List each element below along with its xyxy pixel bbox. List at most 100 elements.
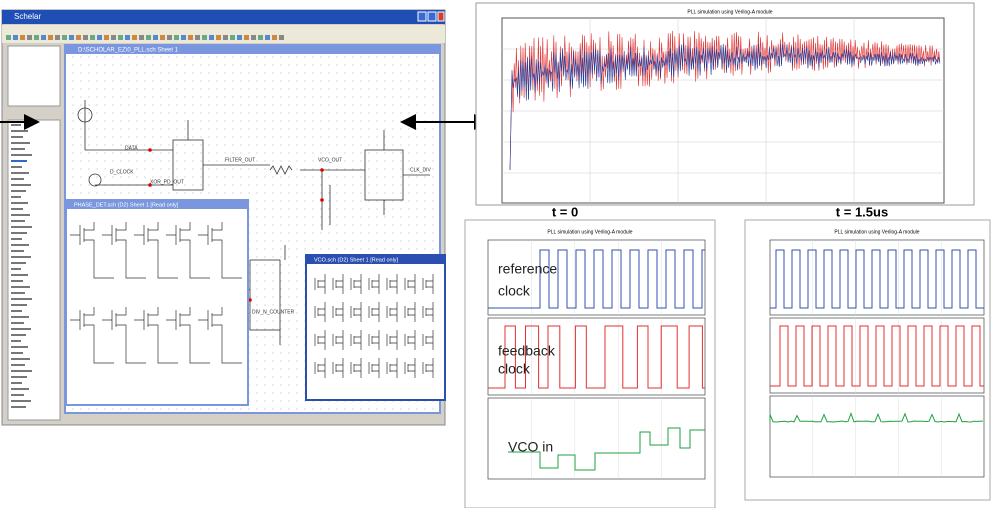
- list-row: [11, 280, 23, 282]
- transistor: [134, 222, 159, 248]
- snapshot-heading: t = 0: [552, 204, 578, 219]
- app-title: Schelar: [14, 12, 41, 21]
- transistor: [166, 307, 191, 333]
- trace-label: VCO in: [508, 439, 553, 455]
- toolbar-button[interactable]: [13, 35, 18, 40]
- trace-label: feedback: [498, 343, 556, 359]
- transistor: [386, 274, 398, 294]
- transistor: [314, 274, 326, 294]
- trace-label: clock: [498, 283, 531, 299]
- toolbar-button[interactable]: [76, 35, 81, 40]
- transistor: [314, 358, 326, 378]
- schematic-title: D:\SCHOLAR_EZ\0_PLL.sch Sheet 1: [78, 48, 179, 54]
- toolbar-button[interactable]: [188, 35, 193, 40]
- toolbar-button[interactable]: [62, 35, 67, 40]
- top-plot: PLL simulation using Verilog-A module: [475, 2, 975, 206]
- toolbar-button[interactable]: [111, 35, 116, 40]
- snapshot-heading: t = 1.5us: [836, 204, 888, 219]
- net-label: D_CLOCK: [110, 169, 134, 175]
- toolbar-button[interactable]: [48, 35, 53, 40]
- toolbar-button[interactable]: [6, 35, 11, 40]
- toolbar-button[interactable]: [195, 35, 200, 40]
- toolbar-button[interactable]: [174, 35, 179, 40]
- list-row: [11, 190, 26, 192]
- snapshot-plot: PLL simulation using Verilog-A module: [744, 219, 991, 501]
- maximize-button[interactable]: [427, 11, 437, 22]
- transistor: [350, 302, 362, 322]
- list-row: [11, 124, 21, 126]
- toolbar-button[interactable]: [83, 35, 88, 40]
- toolbar-button[interactable]: [41, 35, 46, 40]
- toolbar-button[interactable]: [20, 35, 25, 40]
- transistor: [350, 274, 362, 294]
- toolbar-button[interactable]: [160, 35, 165, 40]
- subplot: [487, 239, 706, 316]
- list-row: [11, 262, 26, 264]
- list-row: [11, 232, 27, 234]
- net-label: DATA: [125, 145, 138, 151]
- plot-title: PLL simulation using Verilog-A module: [547, 229, 632, 235]
- toolbar-button[interactable]: [153, 35, 158, 40]
- toolbar-button[interactable]: [244, 35, 249, 40]
- list-row: [11, 250, 24, 252]
- toolbar-button[interactable]: [104, 35, 109, 40]
- toolbar-button[interactable]: [216, 35, 221, 40]
- list-row: [11, 238, 22, 240]
- toolbar-button[interactable]: [97, 35, 102, 40]
- transistor: [368, 330, 380, 350]
- list-row: [11, 400, 31, 402]
- wire: [157, 333, 178, 364]
- transistor: [404, 330, 416, 350]
- toolbar-button[interactable]: [125, 35, 130, 40]
- toolbar-button[interactable]: [132, 35, 137, 40]
- wire: [125, 248, 146, 279]
- close-button[interactable]: [437, 11, 445, 22]
- transistor: [368, 302, 380, 322]
- transistor: [332, 274, 344, 294]
- list-row: [11, 220, 25, 222]
- toolbar-button[interactable]: [34, 35, 39, 40]
- source: [77, 107, 93, 123]
- list-row: [11, 184, 31, 186]
- toolbar-button[interactable]: [181, 35, 186, 40]
- toolbar-button[interactable]: [146, 35, 151, 40]
- toolbar-button[interactable]: [209, 35, 214, 40]
- subwindow-title: VCO.sch (D2) Sheet 1 [Read only]: [314, 257, 399, 263]
- waveform: [770, 325, 984, 387]
- wire: [157, 248, 178, 279]
- transistor: [332, 302, 344, 322]
- toolbar-button[interactable]: [139, 35, 144, 40]
- toolbar-button[interactable]: [55, 35, 60, 40]
- toolbar-button[interactable]: [272, 35, 277, 40]
- toolbar-button[interactable]: [202, 35, 207, 40]
- toolbar-button[interactable]: [230, 35, 235, 40]
- toolbar-button[interactable]: [265, 35, 270, 40]
- list-row: [11, 406, 26, 408]
- transistor: [70, 307, 95, 333]
- list-row: [11, 166, 22, 168]
- list-row: [11, 298, 32, 300]
- list-row: [11, 208, 23, 210]
- list-row: [11, 358, 30, 360]
- toolbar-button[interactable]: [118, 35, 123, 40]
- list-row: [11, 196, 21, 198]
- transistor: [102, 222, 127, 248]
- minimize-button[interactable]: [417, 11, 427, 22]
- toolbar-button[interactable]: [27, 35, 32, 40]
- wire: [93, 248, 114, 279]
- toolbar-button[interactable]: [69, 35, 74, 40]
- toolbar-button[interactable]: [223, 35, 228, 40]
- toolbar-button[interactable]: [251, 35, 256, 40]
- source: [88, 173, 102, 187]
- toolbar-button[interactable]: [258, 35, 263, 40]
- toolbar-button[interactable]: [167, 35, 172, 40]
- transistor: [102, 307, 127, 333]
- junction: [320, 168, 324, 172]
- resistor: [269, 165, 293, 175]
- transistor: [198, 307, 223, 333]
- toolbar-button[interactable]: [90, 35, 95, 40]
- toolbar-button[interactable]: [237, 35, 242, 40]
- toolbar-button[interactable]: [279, 35, 284, 40]
- net-label: XOR_PD_OUT: [150, 179, 184, 185]
